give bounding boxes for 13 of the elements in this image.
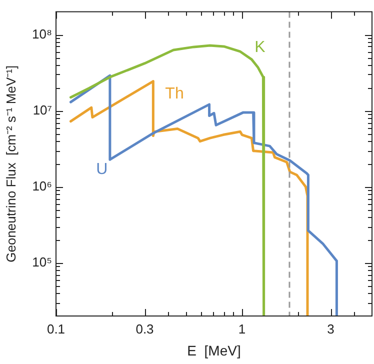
- x-axis-title: E [MeV]: [187, 342, 241, 358]
- y-tick-label: 10⁷: [32, 102, 52, 118]
- y-axis-title: Geoneutrino Flux [cm⁻² s⁻¹ MeV⁻¹]: [3, 65, 18, 262]
- y-tick-label: 10⁶: [32, 178, 52, 194]
- x-tick-label: 1: [238, 321, 246, 336]
- y-tick-label: 10⁵: [32, 254, 52, 270]
- series-label: U: [96, 160, 108, 178]
- x-tick-label: 3: [327, 321, 334, 336]
- series-label: K: [254, 38, 266, 56]
- x-tick-label: 0.1: [46, 321, 66, 336]
- y-tick-label: 10⁸: [32, 26, 52, 42]
- series-label: Th: [165, 86, 184, 103]
- x-tick-label: 0.3: [136, 321, 154, 336]
